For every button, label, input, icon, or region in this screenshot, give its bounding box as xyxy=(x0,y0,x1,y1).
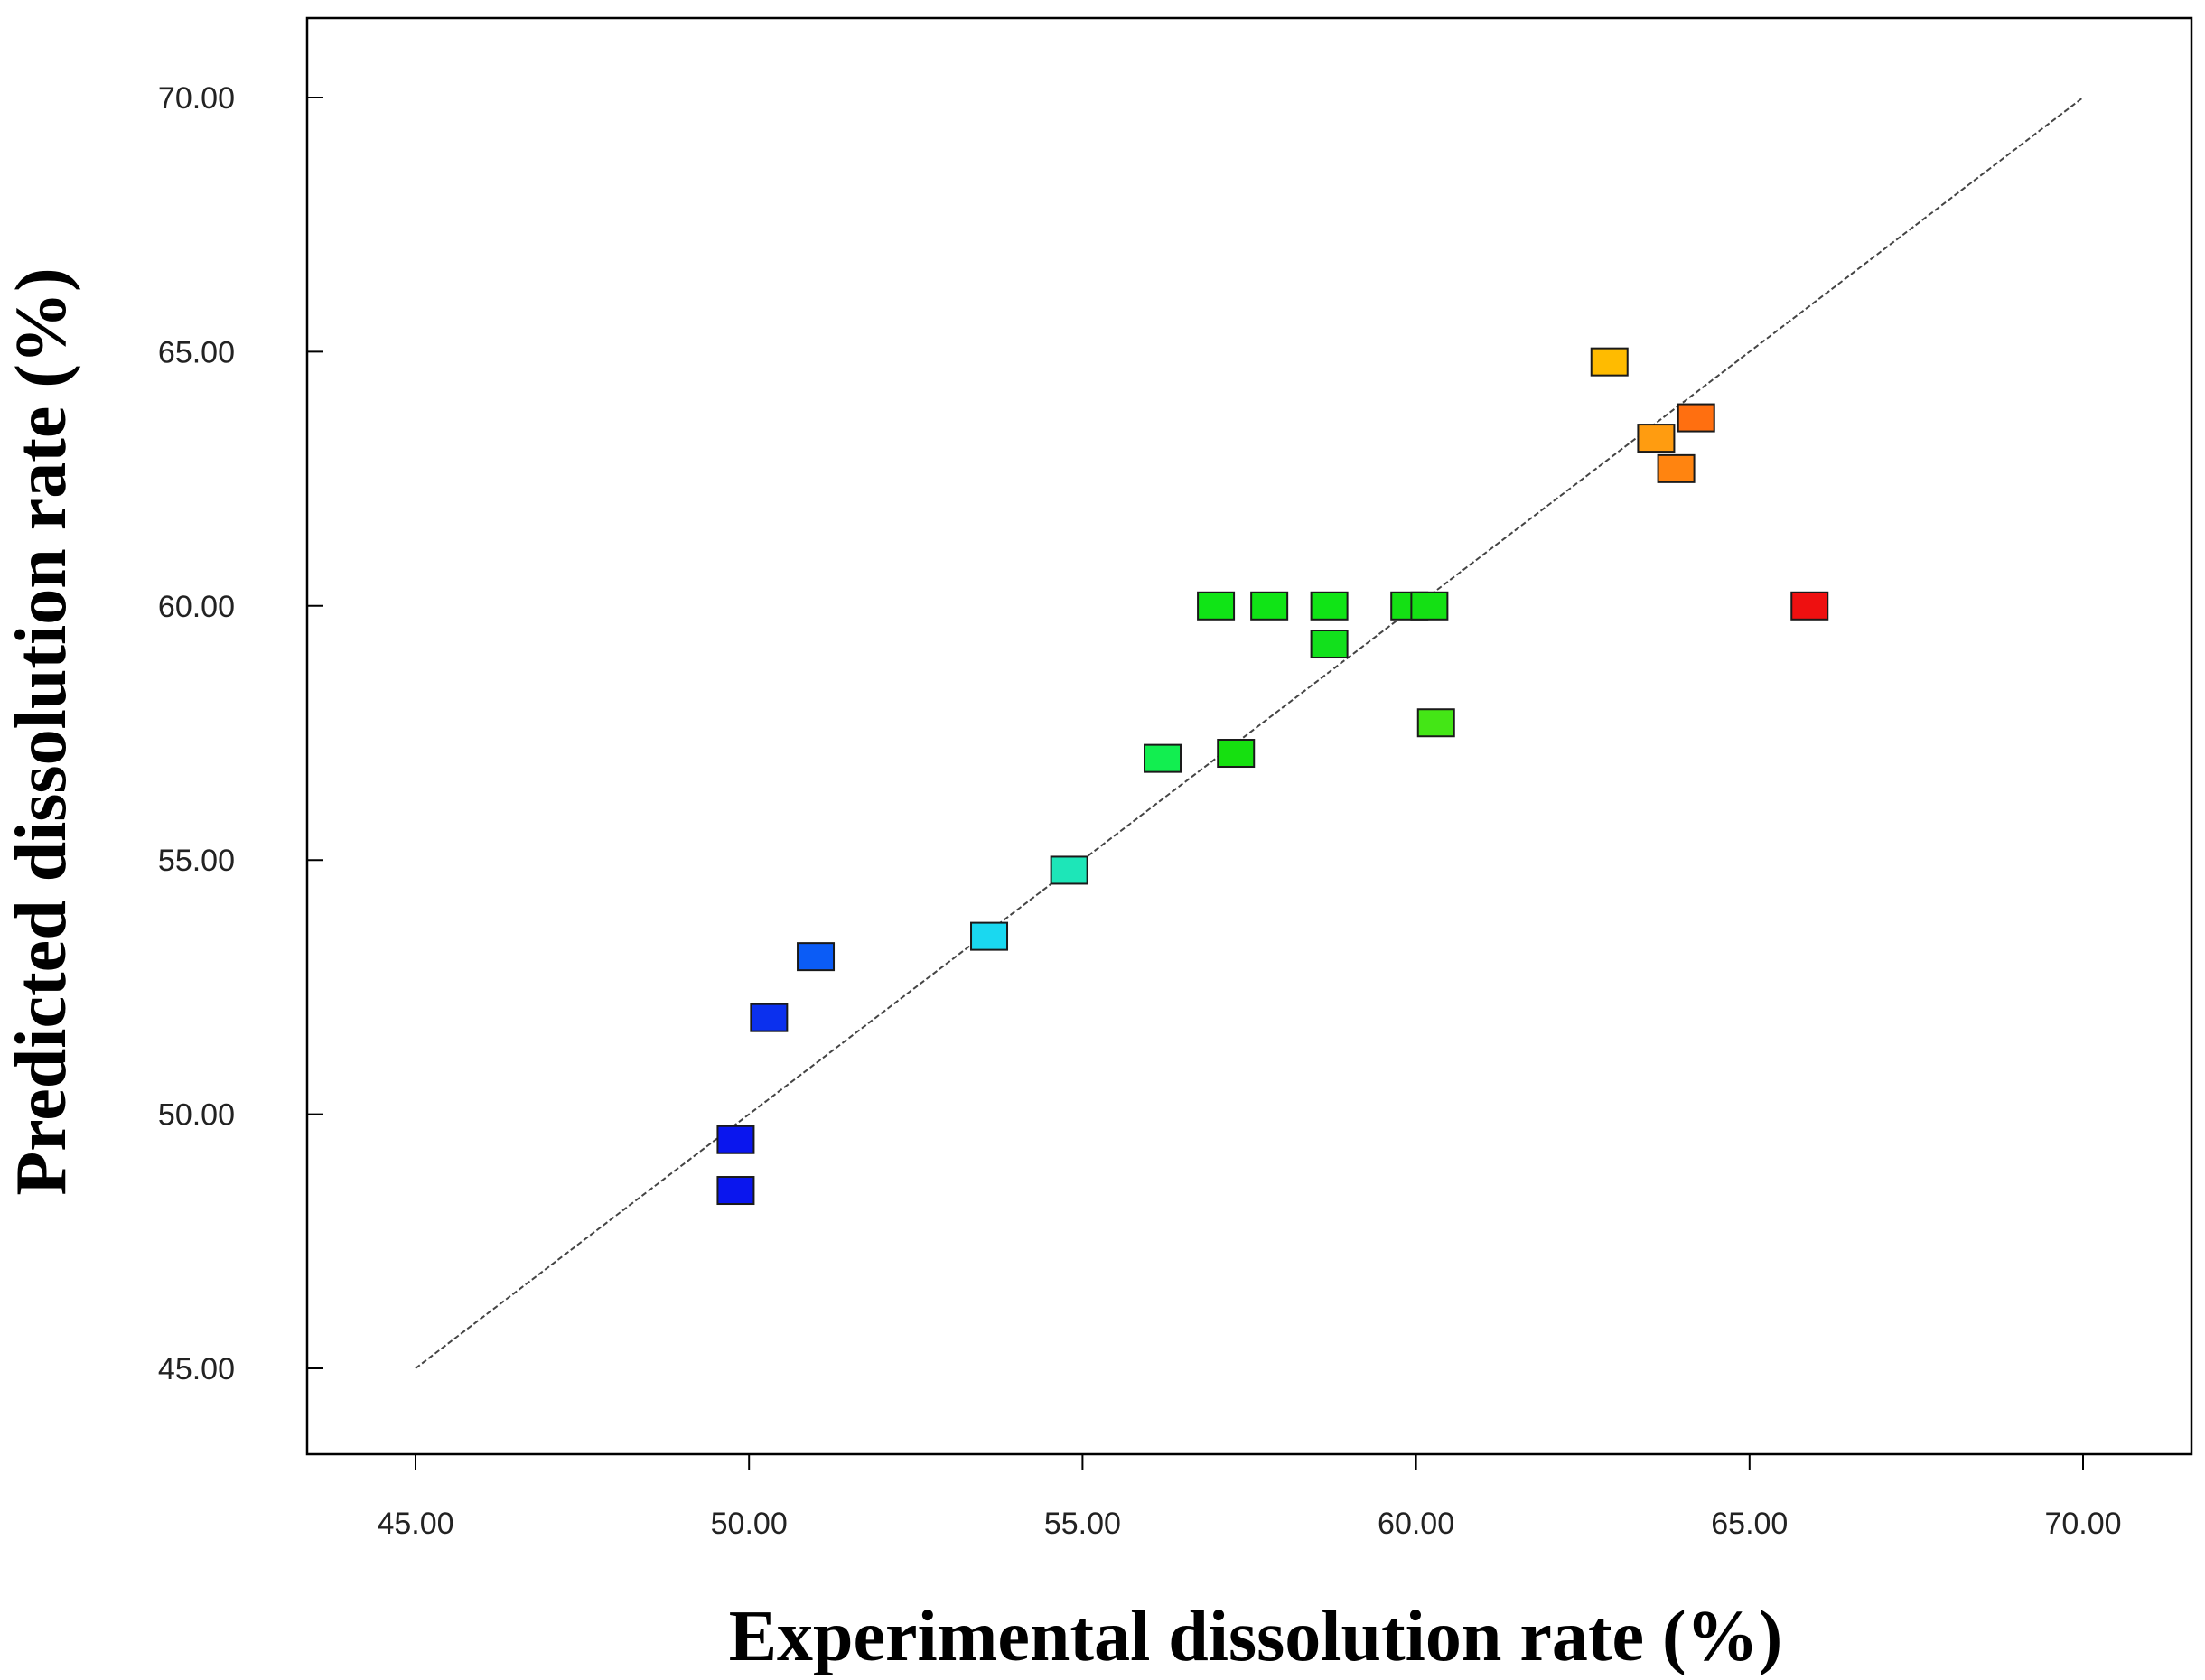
data-point xyxy=(1197,591,1236,621)
y-tick-label: 70.00 xyxy=(158,81,235,116)
reference-line xyxy=(415,97,2084,1369)
y-tick-label: 60.00 xyxy=(158,590,235,624)
x-tick-label: 45.00 xyxy=(377,1507,453,1541)
data-point xyxy=(750,1003,789,1032)
x-tick-label: 55.00 xyxy=(1044,1507,1121,1541)
data-point xyxy=(797,942,836,972)
x-axis-title: Experimental dissolution rate (%) xyxy=(729,1597,1783,1676)
data-point xyxy=(1637,424,1676,453)
y-axis-title: Predicted dissolution rate (%) xyxy=(2,267,81,1195)
x-tick-label: 60.00 xyxy=(1378,1507,1454,1541)
y-axis-ticks: 45.00 50.00 55.00 60.00 65.00 70.00 xyxy=(158,81,323,1386)
reference-line-layer xyxy=(415,97,2084,1369)
x-tick-label: 50.00 xyxy=(711,1507,788,1541)
y-tick-label: 50.00 xyxy=(158,1098,235,1133)
data-point xyxy=(1410,591,1449,621)
data-point xyxy=(1416,708,1455,738)
plot-frame xyxy=(305,16,2193,1456)
data-point xyxy=(1790,591,1829,621)
data-point xyxy=(1250,591,1289,621)
data-point xyxy=(1050,855,1088,885)
data-point xyxy=(1657,453,1696,483)
data-point xyxy=(716,1176,755,1206)
y-tick-label: 55.00 xyxy=(158,844,235,878)
data-points xyxy=(716,347,1829,1206)
y-tick-label: 65.00 xyxy=(158,335,235,369)
data-point xyxy=(1310,591,1349,621)
data-point xyxy=(1144,743,1182,773)
data-point xyxy=(716,1125,755,1154)
data-point xyxy=(1590,347,1629,377)
data-point xyxy=(1217,739,1256,769)
y-tick-label: 45.00 xyxy=(158,1352,235,1386)
data-point xyxy=(1677,403,1715,433)
x-tick-label: 70.00 xyxy=(2044,1507,2121,1541)
data-point xyxy=(1310,630,1349,659)
x-tick-label: 65.00 xyxy=(1711,1507,1788,1541)
x-axis-ticks: 45.00 50.00 55.00 60.00 65.00 70.00 xyxy=(377,1454,2122,1541)
data-point xyxy=(970,921,1009,951)
